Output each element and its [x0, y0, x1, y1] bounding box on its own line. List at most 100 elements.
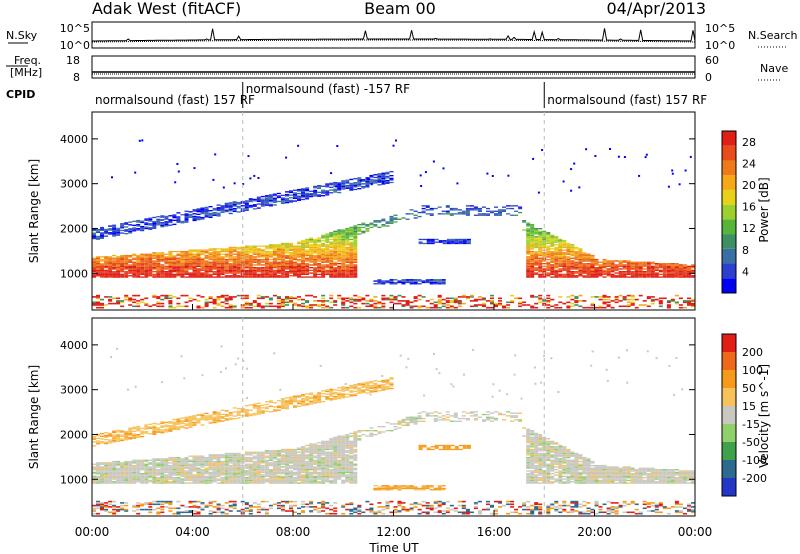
- heatmap-cell: [526, 234, 531, 237]
- heatmap-cell: [534, 268, 539, 270]
- heatmap-cell: [168, 263, 173, 265]
- heatmap-cell: [293, 466, 298, 468]
- heatmap-cell: [144, 297, 149, 300]
- heatmap-cell: [678, 275, 683, 277]
- heatmap-cell: [341, 181, 346, 184]
- heatmap-cell: [108, 258, 113, 261]
- heatmap-cell: [538, 257, 543, 259]
- heatmap-cell: [96, 469, 101, 471]
- heatmap-cell: [212, 477, 217, 479]
- heatmap-cell: [140, 477, 145, 479]
- heatmap-cell: [389, 215, 394, 218]
- heatmap-cell: [301, 475, 306, 478]
- heatmap-cell: [280, 463, 285, 465]
- heatmap-cell: [104, 477, 109, 479]
- heatmap-cell: [168, 250, 173, 253]
- heatmap-cell: [353, 436, 358, 439]
- heatmap-cell: [361, 302, 366, 305]
- heatmap-cell: [389, 181, 394, 184]
- heatmap-cell: [349, 253, 354, 255]
- heatmap-cell: [554, 244, 559, 246]
- heatmap-cell: [208, 297, 213, 300]
- heatmap-cell: [301, 241, 306, 243]
- heatmap-cell: [333, 275, 338, 277]
- heatmap-cell: [658, 267, 663, 269]
- heatmap-cell: [353, 242, 358, 245]
- heatmap-cell: [200, 272, 205, 274]
- heatmap-cell: [164, 257, 169, 259]
- heatmap-cell: [160, 272, 165, 274]
- heatmap-cell: [441, 281, 446, 284]
- heatmap-cell: [156, 220, 161, 222]
- heatmap-cell: [630, 265, 635, 268]
- heatmap-cell: [244, 201, 249, 204]
- heatmap-cell: [333, 271, 338, 273]
- heatmap-cell: [180, 459, 185, 461]
- heatmap-cell: [385, 430, 390, 432]
- heatmap-cell: [349, 462, 354, 464]
- heatmap-cell: [264, 272, 269, 274]
- heatmap-cell: [184, 252, 189, 254]
- heatmap-cell: [526, 236, 531, 238]
- heatmap-cell: [280, 249, 285, 251]
- heatmap-cell: [526, 249, 531, 251]
- heatmap-cell: [526, 272, 531, 274]
- heatmap-cell: [132, 301, 137, 304]
- heatmap-cell: [200, 464, 205, 467]
- heatmap-cell: [325, 237, 330, 239]
- heatmap-cell: [349, 440, 354, 443]
- heatmap-cell: [385, 182, 390, 184]
- heatmap-cell: [297, 448, 302, 451]
- heatmap-cell: [256, 276, 261, 278]
- heatmap-cell: [272, 460, 277, 463]
- heatmap-cell: [570, 264, 575, 266]
- heatmap-cell: [208, 296, 213, 298]
- heatmap-cell: [252, 248, 257, 250]
- heatmap-cell: [401, 421, 406, 424]
- heatmap-cell: [276, 269, 281, 272]
- heatmap-cell: [124, 479, 129, 482]
- heatmap-cell: [140, 264, 145, 266]
- heatmap-cell: [530, 234, 535, 237]
- heatmap-cell: [208, 301, 213, 304]
- heatmap-cell: [333, 446, 338, 448]
- heatmap-cell: [566, 272, 571, 274]
- heatmap-cell: [297, 473, 302, 475]
- heatmap-cell: [200, 265, 205, 268]
- heatmap-cell: [301, 463, 306, 465]
- heatmap-cell: [156, 268, 161, 270]
- heatmap-cell: [172, 214, 177, 216]
- heatmap-cell: [188, 471, 193, 474]
- heatmap-cell: [305, 244, 310, 246]
- heatmap-cell: [590, 296, 595, 298]
- heatmap-cell: [345, 442, 350, 444]
- heatmap-cell: [264, 296, 269, 298]
- heatmap-cell: [176, 163, 179, 165]
- heatmap-cell: [353, 183, 358, 185]
- heatmap-cell: [574, 275, 579, 277]
- heatmap-cell: [272, 305, 277, 308]
- heatmap-cell: [481, 297, 486, 300]
- heatmap-cell: [236, 481, 241, 483]
- heatmap-cell: [152, 479, 157, 482]
- heatmap-cell: [236, 470, 241, 472]
- heatmap-cell: [180, 479, 185, 482]
- heatmap-cell: [353, 434, 358, 436]
- heatmap-cell: [248, 248, 253, 250]
- heatmap-cell: [136, 471, 141, 474]
- heatmap-cell: [321, 245, 326, 247]
- heatmap-cell: [200, 471, 205, 474]
- heatmap-cell: [272, 248, 277, 250]
- heatmap-cell: [240, 466, 245, 468]
- heatmap-cell: [228, 254, 233, 257]
- heatmap-cell: [144, 467, 149, 469]
- heatmap-cell: [272, 478, 277, 480]
- heatmap-cell: [317, 478, 322, 480]
- heatmap-cell: [224, 204, 229, 206]
- heatmap-cell: [349, 242, 354, 245]
- heatmap-cell: [534, 264, 539, 266]
- heatmap-cell: [333, 232, 338, 234]
- heatmap-cell: [264, 196, 269, 198]
- heatmap-cell: [172, 477, 177, 479]
- heatmap-cell: [473, 207, 478, 210]
